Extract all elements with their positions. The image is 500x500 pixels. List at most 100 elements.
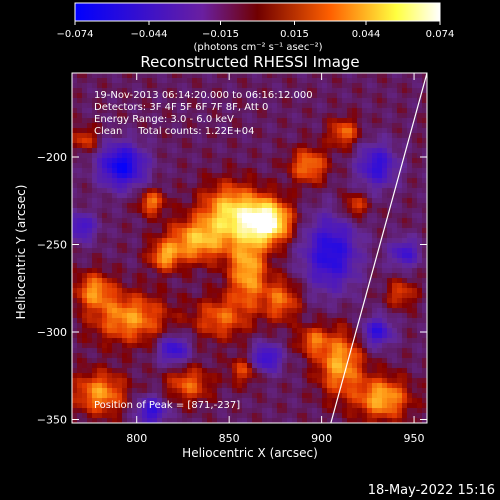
heatmap-cell bbox=[362, 73, 368, 79]
heatmap-cell bbox=[112, 193, 118, 199]
heatmap-cell bbox=[357, 348, 363, 354]
heatmap-cell bbox=[72, 288, 78, 294]
heatmap-cell bbox=[412, 283, 418, 289]
heatmap-cell bbox=[422, 323, 427, 329]
heatmap-cell bbox=[77, 78, 83, 84]
heatmap-cell bbox=[322, 113, 328, 119]
heatmap-cell bbox=[357, 143, 363, 149]
heatmap-cell bbox=[137, 398, 143, 404]
heatmap-cell bbox=[92, 343, 98, 349]
heatmap-cell bbox=[142, 253, 148, 259]
heatmap-cell bbox=[152, 418, 158, 423]
heatmap-cell bbox=[422, 398, 427, 404]
heatmap-cell bbox=[357, 288, 363, 294]
heatmap-cell bbox=[222, 193, 228, 199]
heatmap-cell bbox=[187, 163, 193, 169]
heatmap-cell bbox=[247, 333, 253, 339]
heatmap-cell bbox=[382, 333, 388, 339]
heatmap-cell bbox=[127, 328, 133, 334]
heatmap-cell bbox=[217, 278, 223, 284]
heatmap-cell bbox=[137, 338, 143, 344]
heatmap-cell bbox=[257, 363, 263, 369]
heatmap-cell bbox=[162, 93, 168, 99]
heatmap-cell bbox=[162, 83, 168, 89]
heatmap-cell bbox=[82, 418, 88, 423]
heatmap-cell bbox=[372, 333, 378, 339]
heatmap-cell bbox=[127, 233, 133, 239]
heatmap-cell bbox=[282, 328, 288, 334]
heatmap-cell bbox=[177, 248, 183, 254]
heatmap-cell bbox=[222, 378, 228, 384]
heatmap-cell bbox=[257, 178, 263, 184]
heatmap-cell bbox=[217, 158, 223, 164]
heatmap-cell bbox=[187, 158, 193, 164]
heatmap-cell bbox=[137, 103, 143, 109]
heatmap-cell bbox=[232, 208, 238, 214]
heatmap-cell bbox=[87, 308, 93, 314]
heatmap-cell bbox=[237, 253, 243, 259]
heatmap-cell bbox=[112, 138, 118, 144]
heatmap-cell bbox=[217, 268, 223, 274]
heatmap-cell bbox=[247, 353, 253, 359]
heatmap-cell bbox=[252, 233, 258, 239]
heatmap-cell bbox=[72, 388, 78, 394]
heatmap-cell bbox=[317, 333, 323, 339]
heatmap-cell bbox=[127, 418, 133, 423]
heatmap-cell bbox=[97, 393, 103, 399]
heatmap-cell bbox=[92, 198, 98, 204]
heatmap-cell bbox=[247, 168, 253, 174]
heatmap-cell bbox=[262, 78, 268, 84]
heatmap-cell bbox=[392, 328, 398, 334]
heatmap-cell bbox=[102, 208, 108, 214]
heatmap-cell bbox=[292, 303, 298, 309]
heatmap-cell bbox=[112, 158, 118, 164]
heatmap-cell bbox=[407, 118, 413, 124]
heatmap-cell bbox=[97, 158, 103, 164]
heatmap-cell bbox=[207, 203, 213, 209]
heatmap-cell bbox=[312, 403, 318, 409]
heatmap-cell bbox=[112, 118, 118, 124]
heatmap-cell bbox=[402, 338, 408, 344]
heatmap-cell bbox=[237, 408, 243, 414]
heatmap-cell bbox=[397, 313, 403, 319]
heatmap-cell bbox=[237, 163, 243, 169]
heatmap-cell bbox=[77, 283, 83, 289]
heatmap-cell bbox=[132, 148, 138, 154]
heatmap-cell bbox=[222, 203, 228, 209]
heatmap-cell bbox=[282, 123, 288, 129]
heatmap-cell bbox=[362, 173, 368, 179]
heatmap-cell bbox=[232, 148, 238, 154]
heatmap-cell bbox=[82, 173, 88, 179]
heatmap-cell bbox=[377, 73, 383, 79]
heatmap-cell bbox=[252, 348, 258, 354]
heatmap-cell bbox=[272, 158, 278, 164]
heatmap-cell bbox=[102, 243, 108, 249]
heatmap-cell bbox=[247, 258, 253, 264]
heatmap-cell bbox=[342, 148, 348, 154]
heatmap-cell bbox=[87, 348, 93, 354]
heatmap-cell bbox=[87, 323, 93, 329]
heatmap-cell bbox=[172, 233, 178, 239]
heatmap-cell bbox=[317, 323, 323, 329]
heatmap-cell bbox=[117, 278, 123, 284]
heatmap-cell bbox=[272, 288, 278, 294]
heatmap-cell bbox=[307, 353, 313, 359]
heatmap-cell bbox=[342, 398, 348, 404]
heatmap-cell bbox=[397, 193, 403, 199]
heatmap-cell bbox=[137, 328, 143, 334]
heatmap-cell bbox=[422, 98, 427, 104]
heatmap-cell bbox=[307, 293, 313, 299]
heatmap-cell bbox=[352, 123, 358, 129]
heatmap-cell bbox=[317, 293, 323, 299]
heatmap-cell bbox=[142, 343, 148, 349]
heatmap-cell bbox=[382, 228, 388, 234]
heatmap-cell bbox=[227, 108, 233, 114]
heatmap-cell bbox=[297, 98, 303, 104]
heatmap-cell bbox=[77, 173, 83, 179]
heatmap-cell bbox=[232, 398, 238, 404]
heatmap-cell bbox=[147, 153, 153, 159]
heatmap-cell bbox=[412, 318, 418, 324]
heatmap-cell bbox=[167, 348, 173, 354]
heatmap-cell bbox=[292, 283, 298, 289]
heatmap-cell bbox=[87, 183, 93, 189]
